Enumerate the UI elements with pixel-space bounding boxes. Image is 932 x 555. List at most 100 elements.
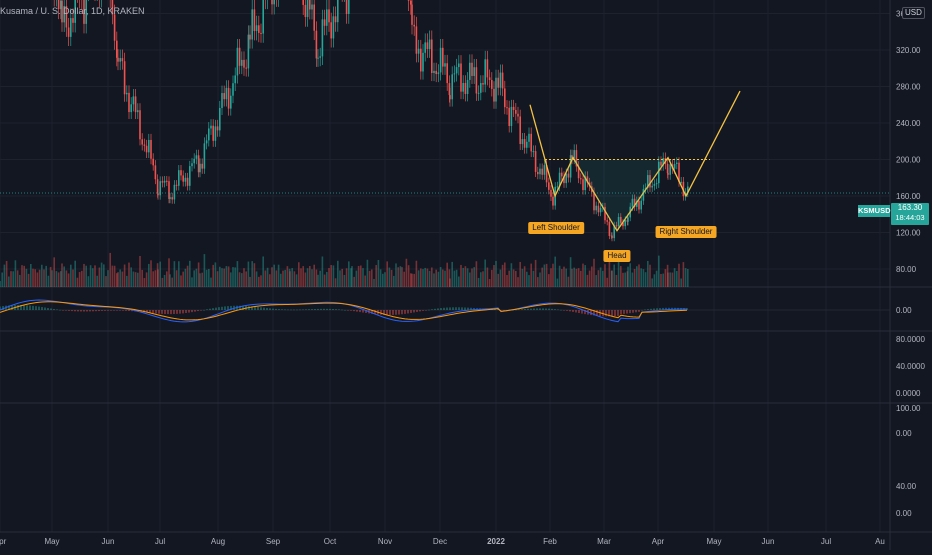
volume-bar xyxy=(558,265,561,287)
volume-bar xyxy=(323,274,326,287)
macd-histogram-bar xyxy=(665,307,667,310)
volume-bar xyxy=(150,260,152,287)
volume-bar xyxy=(19,274,21,287)
macd-histogram-bar xyxy=(398,310,400,315)
volume-bar xyxy=(602,270,604,287)
volume-bar xyxy=(477,277,480,287)
volume-bar xyxy=(313,264,315,287)
candle-body xyxy=(216,126,219,131)
head-label[interactable]: Head xyxy=(603,250,631,262)
macd-histogram-bar xyxy=(641,309,643,311)
candle-body xyxy=(230,95,232,109)
candle-body xyxy=(74,0,76,23)
volume-bar xyxy=(134,272,137,287)
symbol-title: Kusama / U. S. Dollar, 1D, KRAKEN xyxy=(0,6,145,16)
volume-bar xyxy=(439,266,442,287)
macd-histogram-bar xyxy=(257,306,259,310)
volume-bar xyxy=(626,271,629,287)
volume-bar xyxy=(171,277,173,287)
candle-body xyxy=(512,106,515,110)
currency-button[interactable]: USD xyxy=(902,7,925,19)
candle-body xyxy=(315,30,318,59)
macd-histogram-bar xyxy=(554,309,556,310)
macd-histogram-bar xyxy=(149,310,151,313)
right-shoulder-label[interactable]: Right Shoulder xyxy=(655,226,717,238)
macd-histogram-bar xyxy=(401,310,403,315)
volume-bar xyxy=(266,267,269,287)
candle-body xyxy=(584,176,586,191)
macd-histogram-bar xyxy=(293,309,295,311)
candle-body xyxy=(517,113,519,117)
macd-histogram-bar xyxy=(449,307,451,310)
volume-bar xyxy=(199,273,201,287)
macd-histogram-bar xyxy=(464,307,466,310)
time-tick-label: 2022 xyxy=(487,537,505,546)
candle-body xyxy=(615,225,618,227)
candle-body xyxy=(137,110,139,113)
volume-bar xyxy=(92,268,94,287)
volume-bar xyxy=(543,264,546,287)
volume-bar xyxy=(49,266,52,287)
volume-bar xyxy=(163,274,166,287)
macd-histogram-bar xyxy=(125,310,127,311)
volume-bar xyxy=(382,273,384,287)
macd-histogram-bar xyxy=(305,309,307,310)
volume-bar xyxy=(21,265,23,287)
candle-body xyxy=(63,5,65,23)
volume-bar xyxy=(55,271,58,287)
macd-histogram-bar xyxy=(335,309,337,310)
macd-histogram-bar xyxy=(326,308,328,310)
volume-bar xyxy=(580,270,582,287)
volume-bar xyxy=(593,258,595,287)
volume-bar xyxy=(0,281,1,287)
time-tick-label: Jul xyxy=(155,537,165,546)
candle-body xyxy=(139,110,141,140)
volume-bar xyxy=(622,272,624,287)
candle-body xyxy=(173,184,176,200)
candle-body xyxy=(193,158,195,164)
volume-bar xyxy=(460,264,462,287)
volume-bar xyxy=(375,265,377,287)
volume-bar xyxy=(384,272,386,287)
candle-body xyxy=(439,47,442,73)
candle-body xyxy=(651,185,653,188)
macd-histogram-bar xyxy=(653,308,655,310)
macd-histogram-bar xyxy=(17,304,19,310)
volume-bar xyxy=(330,265,332,287)
volume-bar xyxy=(680,278,682,287)
lower-pane-tick-label: 0.00 xyxy=(896,429,912,438)
pattern-line xyxy=(529,90,741,232)
macd-histogram-bar xyxy=(164,310,166,315)
candle-body xyxy=(631,198,634,207)
volume-bar xyxy=(182,271,184,287)
left-shoulder-label[interactable]: Left Shoulder xyxy=(528,222,584,234)
macd-histogram-bar xyxy=(206,309,208,310)
candle-body xyxy=(676,162,678,164)
macd-histogram-bar xyxy=(596,310,598,316)
macd-histogram-bar xyxy=(563,310,565,311)
candle-body xyxy=(57,0,60,10)
volume-bar xyxy=(65,270,68,287)
volume-bar xyxy=(629,263,631,287)
macd-histogram-bar xyxy=(380,310,382,315)
candle-body xyxy=(464,82,467,94)
candle-body xyxy=(608,221,611,236)
candle-body xyxy=(569,155,572,178)
macd-histogram-bar xyxy=(422,310,424,311)
candle-body xyxy=(660,161,662,166)
volume-bar xyxy=(541,267,543,287)
macd-histogram-bar xyxy=(413,310,415,313)
volume-bar xyxy=(258,276,260,287)
candle-body xyxy=(83,0,85,24)
volume-bar xyxy=(556,278,559,287)
macd-histogram-bar xyxy=(68,310,70,311)
candle-body xyxy=(541,168,543,175)
candle-body xyxy=(426,42,429,50)
volume-bar xyxy=(667,272,669,287)
volume-bar xyxy=(260,275,262,287)
price-tick-label: 200.00 xyxy=(896,156,921,165)
macd-histogram-bar xyxy=(56,309,58,311)
candle-body xyxy=(437,72,440,75)
